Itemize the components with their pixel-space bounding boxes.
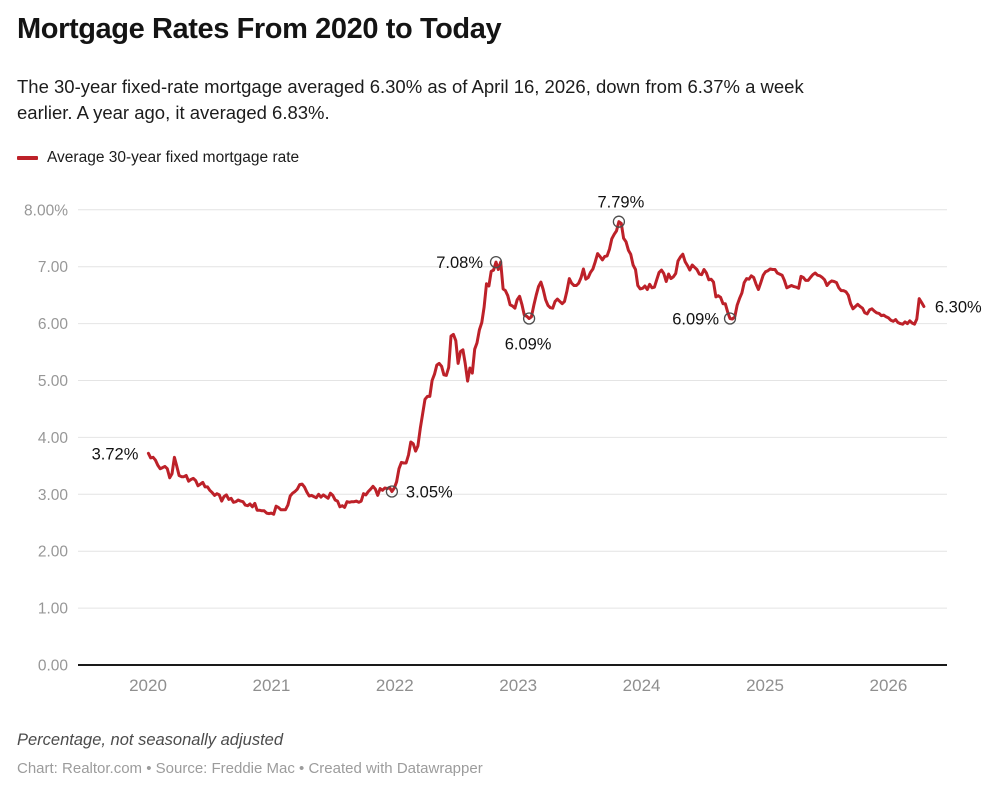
- legend-label: Average 30-year fixed mortgage rate: [47, 149, 300, 166]
- point-annotation: 3.72%: [92, 445, 139, 463]
- x-tick-label: 2024: [623, 676, 661, 695]
- description-line-2: earlier. A year ago, it averaged 6.83%.: [17, 102, 330, 123]
- data-point-marker: [612, 215, 626, 228]
- x-tick-label: 2025: [746, 676, 784, 695]
- data-point-marker: [489, 255, 503, 269]
- y-tick-label: 1.00: [38, 601, 69, 618]
- legend-line-swatch: [17, 156, 38, 160]
- series-line: [146, 220, 926, 516]
- point-annotation: 6.09%: [505, 336, 552, 354]
- page-title: Mortgage Rates From 2020 to Today: [17, 13, 502, 45]
- y-tick-label: 8.00%: [24, 202, 68, 219]
- chart-footnote: Percentage, not seasonally adjusted: [17, 731, 284, 749]
- point-annotation: 7.79%: [598, 194, 645, 212]
- point-annotation: 6.30%: [935, 299, 982, 317]
- x-tick-label: 2020: [129, 676, 167, 695]
- chart-credit: Chart: Realtor.com • Source: Freddie Mac…: [17, 760, 483, 777]
- chart-description: The 30-year fixed-rate mortgage averaged…: [17, 74, 987, 126]
- y-tick-label: 4.00: [38, 430, 69, 447]
- description-line-1: The 30-year fixed-rate mortgage averaged…: [17, 76, 804, 97]
- y-tick-label: 3.00: [38, 487, 69, 504]
- x-tick-label: 2026: [869, 676, 907, 695]
- x-tick-label: 2021: [252, 676, 290, 695]
- y-tick-label: 2.00: [38, 544, 69, 561]
- data-point-marker: [385, 485, 399, 498]
- point-annotation: 6.09%: [672, 311, 719, 329]
- data-point-marker: [723, 312, 737, 325]
- legend: Average 30-year fixed mortgage rate: [17, 147, 299, 169]
- x-tick-label: 2022: [376, 676, 414, 695]
- data-point-marker: [522, 312, 536, 325]
- y-tick-label: 0.00: [38, 658, 69, 675]
- point-annotation: 3.05%: [406, 484, 453, 502]
- y-tick-label: 7.00: [38, 259, 69, 276]
- y-tick-label: 6.00: [38, 316, 69, 333]
- point-annotation: 7.08%: [436, 254, 483, 272]
- y-tick-label: 5.00: [38, 373, 69, 390]
- x-tick-label: 2023: [499, 676, 537, 695]
